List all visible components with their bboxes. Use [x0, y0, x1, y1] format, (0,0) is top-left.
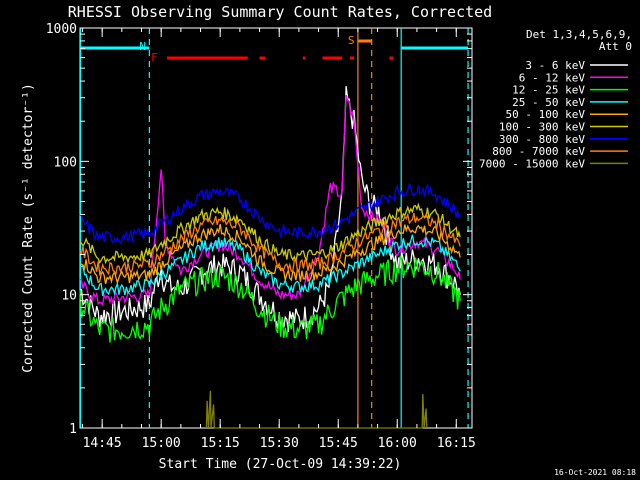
- series-line: [79, 182, 461, 245]
- x-axis-label: Start Time (27-Oct-09 14:39:22): [159, 457, 402, 472]
- series-line: [79, 234, 461, 296]
- y-axis-label: Corrected Count Rate (s⁻¹ detector⁻¹): [21, 83, 36, 373]
- annotation-f: F: [151, 51, 158, 64]
- series-line: [79, 223, 461, 285]
- series-line: [205, 390, 428, 429]
- chart-marks: NF S: [79, 28, 469, 429]
- footer-timestamp: 16-Oct-2021 08:18: [554, 468, 636, 477]
- x-tick-label: 14:45: [83, 436, 122, 451]
- legend-label: 25 - 50 keV: [512, 96, 585, 109]
- annotation-s: S: [348, 34, 355, 47]
- legend-label: 800 - 7000 keV: [492, 145, 585, 158]
- y-tick-label: 100: [54, 155, 77, 170]
- legend-label: 7000 - 15000 keV: [479, 157, 585, 170]
- series-line: [79, 255, 461, 343]
- x-tick-label: 16:00: [378, 436, 417, 451]
- y-axis: 1 10 100 1000: [46, 22, 472, 437]
- legend-label: 6 - 12 keV: [519, 71, 586, 84]
- x-tick-label: 16:15: [437, 436, 476, 451]
- legend-label: 3 - 6 keV: [525, 59, 585, 72]
- legend-label: 300 - 800 keV: [499, 133, 585, 146]
- x-tick-label: 15:45: [319, 436, 358, 451]
- legend-label: 100 - 300 keV: [499, 121, 585, 134]
- series-line: [79, 86, 461, 332]
- y-tick-label: 10: [61, 289, 77, 304]
- legend-label: 12 - 25 keV: [512, 84, 585, 97]
- x-tick-label: 15:15: [201, 436, 240, 451]
- legend-header-line-1: Det 1,3,4,5,6,9,: [526, 28, 632, 41]
- series-line: [79, 94, 461, 307]
- x-tick-label: 15:00: [142, 436, 181, 451]
- annotation-n: N: [139, 40, 146, 53]
- x-axis: 14:45 15:00 15:15 15:30 15:45 16:00 16:15: [81, 28, 476, 451]
- x-tick-label: 15:30: [260, 436, 299, 451]
- chart-title: RHESSI Observing Summary Count Rates, Co…: [68, 3, 492, 21]
- legend-label: 50 - 100 keV: [506, 108, 586, 121]
- y-tick-label: 1000: [46, 22, 77, 37]
- legend-header-line-2: Att 0: [599, 40, 632, 53]
- series-line: [79, 212, 461, 277]
- y-tick-label: 1: [69, 422, 77, 437]
